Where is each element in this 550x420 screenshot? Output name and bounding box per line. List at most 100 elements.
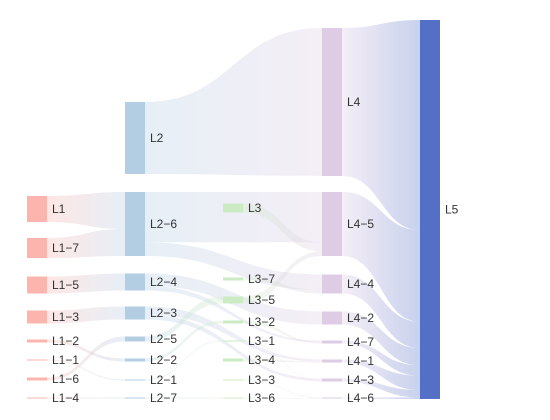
node-label-L1-5: L1−5 (52, 278, 79, 292)
node-label-L4-5: L4−5 (347, 217, 374, 231)
node-label-L3-2: L3−2 (248, 315, 275, 329)
link-L2-4-to-L4-7[interactable] (145, 285, 322, 343)
node-label-L2: L2 (150, 131, 164, 145)
link-L2-1-to-L3-1[interactable] (145, 340, 223, 381)
link-L4-1-to-L5[interactable] (342, 359, 420, 391)
link-L3-3-to-L4-6[interactable] (243, 379, 322, 399)
link-L2-7-to-L3-6[interactable] (145, 397, 223, 399)
node-L3-2[interactable] (223, 320, 243, 324)
node-L2-7[interactable] (125, 397, 145, 399)
link-L1-7-to-L2-6[interactable] (47, 228, 125, 258)
node-L3-5[interactable] (223, 296, 243, 304)
node-label-L1-3: L1−3 (52, 310, 79, 324)
node-label-L4-6: L4−6 (347, 391, 374, 405)
link-L1-5-to-L2-4[interactable] (47, 273, 125, 294)
link-L3-1-to-L4-3[interactable] (243, 340, 322, 382)
node-L5[interactable] (420, 20, 440, 399)
node-label-L4-1: L4−1 (347, 354, 374, 368)
link-L1-4-to-L2-7[interactable] (47, 397, 125, 399)
link-L3-2-to-L4-7[interactable] (243, 320, 322, 344)
node-label-L2-5: L2−5 (150, 332, 177, 346)
node-label-L2-2: L2−2 (150, 353, 177, 367)
node-L4-3[interactable] (322, 378, 342, 382)
node-label-L2-6: L2−6 (150, 217, 177, 231)
node-label-L2-7: L2−7 (150, 391, 177, 405)
links-layer (47, 20, 420, 399)
link-L4-3-to-L5[interactable] (342, 378, 420, 398)
link-L1-to-L2-6[interactable] (47, 192, 125, 229)
link-L3-to-L4-5[interactable] (243, 203, 322, 252)
link-L2-6-to-L4-5[interactable] (145, 192, 322, 243)
link-L4-4-to-L5[interactable] (342, 274, 420, 349)
node-label-L2-4: L2−4 (150, 275, 177, 289)
node-L4-2[interactable] (322, 311, 342, 325)
node-L4-4[interactable] (322, 274, 342, 294)
link-L4-to-L5[interactable] (342, 20, 420, 230)
node-L1-5[interactable] (27, 276, 47, 294)
node-L3-4[interactable] (223, 358, 243, 362)
link-L2-2-to-L3-2[interactable] (145, 320, 223, 362)
node-L3[interactable] (223, 203, 243, 213)
node-L3-3[interactable] (223, 379, 243, 381)
node-label-L1-4: L1−4 (52, 391, 79, 405)
node-L4-1[interactable] (322, 359, 342, 363)
node-L1-1[interactable] (27, 359, 47, 361)
node-label-L2-3: L2−3 (150, 306, 177, 320)
link-L4-5-to-L5[interactable] (342, 192, 420, 322)
node-label-L4-2: L4−2 (347, 311, 374, 325)
node-label-L3-5: L3−5 (248, 293, 275, 307)
labels-layer: L1 L1−7 L1−5 L1−3 L1−2 L1−1 L1−6 L1−4 L2 L2−6 L2−4… (52, 95, 459, 405)
node-L1-7[interactable] (27, 238, 47, 258)
node-label-L4: L4 (347, 95, 361, 109)
link-L3-7-to-L4-4[interactable] (243, 277, 322, 294)
node-L4-7[interactable] (322, 340, 342, 344)
node-L1-4[interactable] (27, 397, 47, 399)
link-L2-5-to-L3-5[interactable] (145, 296, 223, 342)
link-L1-6-to-L2-5[interactable] (47, 336, 125, 381)
node-L3-7[interactable] (223, 277, 243, 281)
link-L1-3-to-L2-3[interactable] (47, 306, 125, 324)
node-L3-6[interactable] (223, 397, 243, 399)
node-label-L2-1: L2−1 (150, 373, 177, 387)
node-L2-2[interactable] (125, 358, 145, 362)
node-L1-6[interactable] (27, 377, 47, 381)
node-label-L3-6: L3−6 (248, 391, 275, 405)
node-label-L4-3: L4−3 (347, 373, 374, 387)
node-L2[interactable] (125, 102, 145, 174)
node-L4[interactable] (322, 28, 342, 176)
node-label-L3-1: L3−1 (248, 334, 275, 348)
node-L1-2[interactable] (27, 339, 47, 343)
link-L3-6-to-L4-6[interactable] (243, 397, 322, 399)
node-L2-4[interactable] (125, 273, 145, 291)
node-L4-6[interactable] (322, 397, 342, 399)
node-label-L3: L3 (248, 201, 262, 215)
link-L2-3-to-L4-3[interactable] (145, 314, 322, 382)
node-label-L1-6: L1−6 (52, 372, 79, 386)
node-label-L3-3: L3−3 (248, 373, 275, 387)
link-L1-1-to-L2-1[interactable] (47, 359, 125, 381)
node-label-L3-4: L3−4 (248, 353, 275, 367)
link-L2-to-L4[interactable] (145, 28, 322, 176)
node-label-L4-4: L4−4 (347, 277, 374, 291)
link-L4-6-to-L5[interactable] (342, 397, 420, 399)
node-L2-5[interactable] (125, 336, 145, 342)
link-L3-5-to-L4-5[interactable] (243, 251, 322, 304)
node-L1-3[interactable] (27, 310, 47, 324)
link-L1-2-to-L2-2[interactable] (47, 339, 125, 362)
node-label-L1-2: L1−2 (52, 334, 79, 348)
node-label-L3-7: L3−7 (248, 272, 275, 286)
nodes-layer (27, 20, 440, 399)
link-L4-7-to-L5[interactable] (342, 340, 420, 376)
link-L2-3-to-L4-1[interactable] (145, 306, 322, 362)
node-L4-5[interactable] (322, 192, 342, 256)
link-L2-6-to-L4-4[interactable] (145, 242, 322, 291)
link-L4-2-to-L5[interactable] (342, 311, 420, 366)
node-L2-1[interactable] (125, 379, 145, 381)
node-L1[interactable] (27, 196, 47, 222)
node-L3-1[interactable] (223, 340, 243, 342)
node-label-L1: L1 (52, 202, 66, 216)
node-L2-6[interactable] (125, 192, 145, 256)
link-L3-4-to-L4-1[interactable] (243, 358, 322, 363)
node-L2-3[interactable] (125, 306, 145, 320)
